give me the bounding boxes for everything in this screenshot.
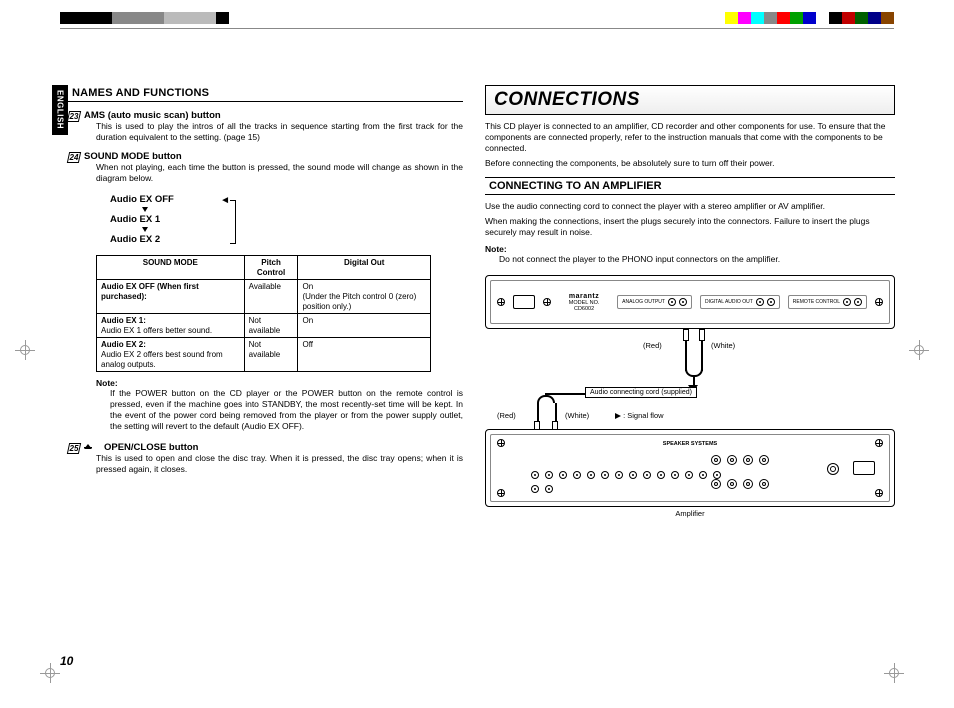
table-cell: Audio EX 1:Audio EX 1 offers better soun…: [97, 314, 245, 338]
main-heading-connections: CONNECTIONS: [485, 85, 895, 115]
table-header: SOUND MODE: [97, 256, 245, 280]
cable-run: (Red) (White) Audio connecting cord (sup…: [485, 333, 895, 429]
amp-text-2: When making the connections, insert the …: [485, 216, 895, 238]
table-cell: On: [298, 314, 431, 338]
amplifier-rear: SPEAKER SYSTEMS: [485, 429, 895, 507]
left-column: NAMES AND FUNCTIONS 23 AMS (auto music s…: [68, 85, 463, 645]
crop-mark-br: [884, 663, 914, 693]
connection-diagram: marantz MODEL NO. CD6002 ANALOG OUTPUT D…: [485, 275, 895, 518]
item-body: This is used to open and close the disc …: [96, 453, 463, 475]
table-cell: Off: [298, 338, 431, 372]
item-body: When not playing, each time the button i…: [96, 162, 463, 184]
screw-icon: [497, 298, 505, 306]
top-rule: [60, 28, 894, 29]
analog-output-ports: ANALOG OUTPUT: [617, 295, 692, 309]
section-heading-names: NAMES AND FUNCTIONS: [68, 85, 463, 102]
speaker-systems-label: SPEAKER SYSTEMS: [663, 441, 717, 447]
table-header: Digital Out: [298, 256, 431, 280]
cd-player-rear: marantz MODEL NO. CD6002 ANALOG OUTPUT D…: [485, 275, 895, 329]
table-cell: Audio EX 2:Audio EX 2 offers best sound …: [97, 338, 245, 372]
screw-icon: [875, 298, 883, 306]
crop-mark-left: [15, 340, 45, 370]
item-title: AMS (auto music scan) button: [84, 110, 221, 121]
red-label: (Red): [497, 411, 516, 420]
amp-text-1: Use the audio connecting cord to connect…: [485, 201, 895, 212]
item-body: This is used to play the intros of all t…: [96, 121, 463, 143]
note-label: Note:: [485, 244, 895, 254]
sound-mode-cycle-diagram: Audio EX OFF◄ Audio EX 1 Audio EX 2: [110, 194, 270, 245]
item-25: 25 OPEN/CLOSE button This is used to ope…: [68, 442, 463, 475]
brand-label: marantz: [559, 293, 609, 300]
table-cell: On(Under the Pitch control 0 (zero) posi…: [298, 280, 431, 314]
item-number-icon: 25: [68, 443, 80, 454]
amp-output-jacks-2: [711, 479, 769, 489]
amp-output-jacks: [711, 455, 769, 465]
eject-icon: [84, 442, 100, 452]
cord-label: Audio connecting cord (supplied): [585, 387, 697, 398]
item-title: OPEN/CLOSE button: [104, 442, 198, 453]
page-number: 10: [60, 654, 73, 668]
sound-mode-table: SOUND MODEPitch ControlDigital Out Audio…: [96, 255, 431, 372]
note-label: Note:: [96, 378, 463, 388]
table-row: Audio EX OFF (When first purchased):Avai…: [97, 280, 431, 314]
white-label: (White): [711, 341, 735, 350]
table-cell: Not available: [244, 314, 298, 338]
note-body: If the POWER button on the CD player or …: [110, 388, 463, 432]
arrow-right-icon: [615, 413, 621, 419]
table-cell: Not available: [244, 338, 298, 372]
ac-inlet-icon: [513, 295, 535, 309]
intro-text: This CD player is connected to an amplif…: [485, 121, 895, 154]
item-title: SOUND MODE button: [84, 151, 182, 162]
table-cell: Audio EX OFF (When first purchased):: [97, 280, 245, 314]
item-24: 24 SOUND MODE button When not playing, e…: [68, 151, 463, 184]
note-body: Do not connect the player to the PHONO i…: [499, 254, 895, 265]
right-column: CONNECTIONS This CD player is connected …: [485, 85, 895, 645]
white-label: (White): [565, 411, 589, 420]
red-label: (Red): [643, 341, 662, 350]
item-number-icon: 24: [68, 152, 80, 163]
amp-ground-post: [827, 463, 839, 477]
sub-heading-amplifier: CONNECTING TO AN AMPLIFIER: [485, 177, 895, 195]
screw-icon: [543, 298, 551, 306]
amplifier-caption: Amplifier: [485, 509, 895, 518]
table-row: Audio EX 2:Audio EX 2 offers best sound …: [97, 338, 431, 372]
remote-control-ports: REMOTE CONTROL: [788, 295, 867, 309]
signal-flow-legend: : Signal flow: [615, 411, 664, 420]
language-tab: ENGLISH: [52, 85, 68, 135]
digital-output-ports: DIGITAL AUDIO OUT: [700, 295, 780, 309]
table-cell: Available: [244, 280, 298, 314]
registration-marks: [0, 12, 954, 32]
table-row: Audio EX 1:Audio EX 1 offers better soun…: [97, 314, 431, 338]
model-label: MODEL NO. CD6002: [559, 300, 609, 312]
ac-inlet-icon: [853, 461, 875, 475]
amp-input-jacks: [531, 471, 731, 493]
crop-mark-right: [909, 340, 939, 370]
table-header: Pitch Control: [244, 256, 298, 280]
item-23: 23 AMS (auto music scan) button This is …: [68, 110, 463, 143]
intro-text-2: Before connecting the components, be abs…: [485, 158, 895, 169]
page-content: NAMES AND FUNCTIONS 23 AMS (auto music s…: [68, 85, 898, 645]
item-number-icon: 23: [68, 111, 80, 122]
